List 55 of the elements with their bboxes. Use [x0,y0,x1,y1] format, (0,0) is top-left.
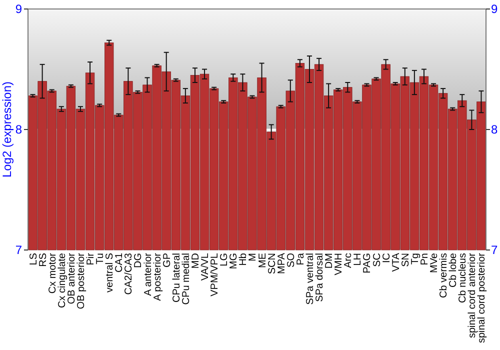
y2-tick-label: 8 [491,122,498,137]
y2-tick-label: 9 [491,2,498,16]
x-tick-label: CA2/CA3 [124,252,135,295]
x-tick-label: Tg [410,253,421,265]
x-tick-label: A anterior [142,252,154,296]
x-tick-label: VMH [334,253,345,276]
x-tick-label: Pn [419,253,430,266]
x-tick-label: LG [219,252,230,266]
y-tick-label: 8 [15,122,22,137]
x-tick-label: Pir [86,252,97,266]
x-tick-label: M [248,253,259,262]
x-tick-label: Cb nucleus [458,253,469,304]
x-tick-label: Tu [95,253,106,264]
x-tick-label: CPu lateral [171,253,182,302]
x-tick-label: DM [324,253,336,269]
x-tick-label: OB anterior [66,252,78,304]
x-tick-label: LH [352,253,364,266]
x-tick-label: Cb vermis [438,253,450,298]
x-tick-label: MG [228,252,240,270]
x-tick-label: GP [162,252,173,268]
x-tick-label: A posterior [152,252,164,301]
x-tick-label: CA1 [114,252,126,272]
y-tick-label: 7 [15,243,22,258]
x-tick-label: MPA [276,252,288,274]
x-tick-label: ventral S [104,252,116,292]
x-tick-label: VTA [390,252,402,272]
x-tick-label: MD [190,253,202,269]
x-tick-label: Cb lobe [448,252,460,288]
x-tick-label: VPM/VPL [210,252,221,296]
x-tick-label: spinal cord anterior [467,252,478,338]
x-tick-label: Hb [238,252,250,266]
x-tick-label: Pa [295,252,306,266]
x-tick-label: SPa dorsal [314,253,326,302]
x-tick-label: MVe [429,252,440,274]
x-tick-label: CPu medial [180,253,192,305]
x-tick-label: PAG [362,252,374,274]
x-tick-label: SN [400,253,412,267]
x-tick-label: Cx motor [47,252,58,294]
x-tick-label: SC [372,253,383,267]
x-tick-label: SO [286,252,297,268]
y-axis-title: Log2 (expression) [0,81,14,178]
y2-tick-label: 7 [491,243,498,258]
x-tick-label: DG [133,252,144,268]
x-tick-label: VA/VL [200,252,212,281]
x-tick-label: LS [28,252,40,266]
x-tick-label: SCN [266,253,278,274]
x-tick-label: OB posterior [76,252,87,310]
x-tick-label: Cx cingulate [56,252,68,308]
x-tick-label: Arc [343,253,354,268]
x-tick-label: IC [381,253,392,263]
x-tick-label: SPa ventral [304,253,316,305]
x-tick-label: RS [38,252,49,267]
x-tick-label: ME [257,252,268,268]
x-tick-label: spinal cord posterior [476,252,488,344]
y-tick-label: 9 [15,2,22,16]
